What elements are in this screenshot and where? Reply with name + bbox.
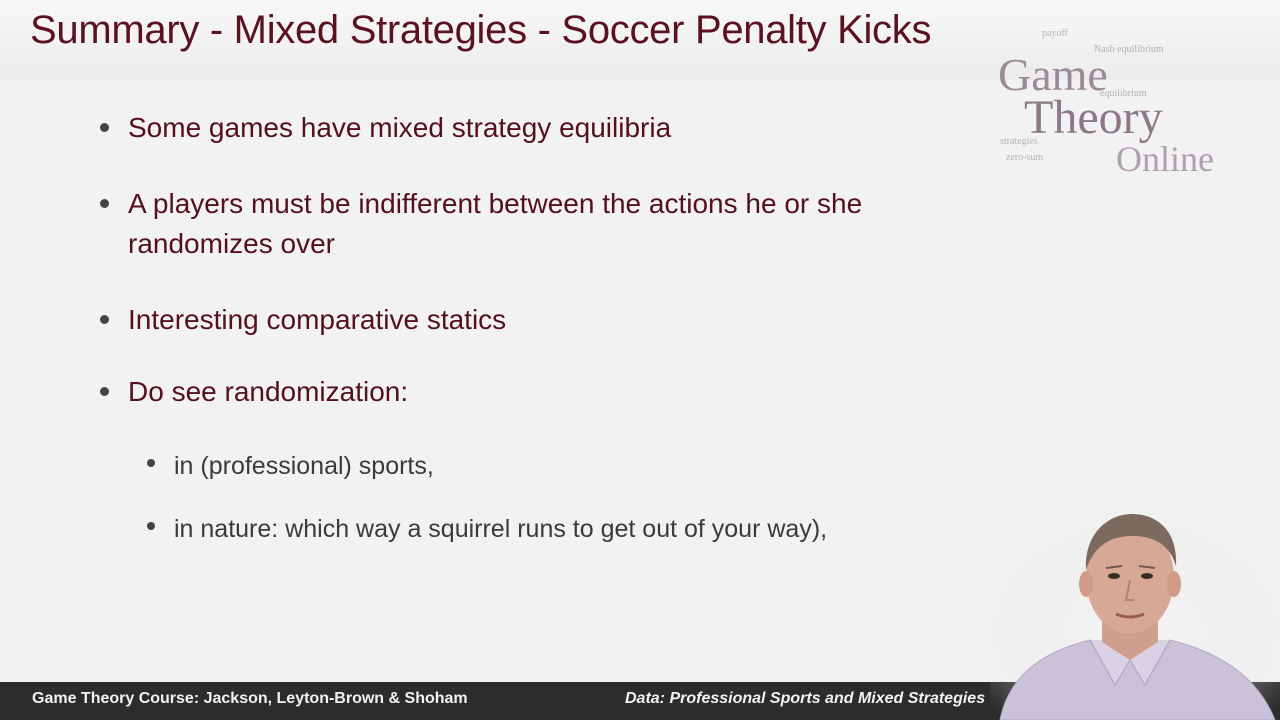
logo-cloud-word: payoff [1042, 28, 1068, 39]
slide-title: Summary - Mixed Strategies - Soccer Pena… [30, 8, 932, 52]
bullet-text: Interesting comparative statics [128, 304, 507, 335]
sub-bullet-text: in (professional) sports, [174, 452, 434, 480]
logo-cloud-word: Nash equilibrium [1094, 44, 1164, 55]
bullet-text: A players must be indifferent between th… [128, 188, 863, 259]
sub-bullet-text: in nature: which way a squirrel runs to … [174, 515, 828, 543]
logo-cloud-word: strategies [1000, 136, 1038, 147]
bullet-dot-icon [100, 123, 109, 132]
logo-word-online: Online [1116, 139, 1214, 179]
bullet-dot-icon [100, 387, 109, 396]
bullet-text: Some games have mixed strategy equilibri… [128, 112, 672, 143]
bullet-dot-icon [147, 522, 155, 530]
logo-word-theory: Theory [1024, 91, 1163, 144]
logo-word-game: Game [998, 49, 1108, 100]
footer-course-credit: Game Theory Course: Jackson, Leyton-Brow… [32, 690, 468, 707]
bullet-text: Do see randomization: [128, 376, 409, 407]
title-bar: Summary - Mixed Strategies - Soccer Pena… [0, 0, 1280, 80]
presenter-video-overlay [990, 500, 1280, 720]
logo-cloud-word: equilibrium [1100, 88, 1147, 99]
bullet-dot-icon [147, 459, 155, 467]
bullet-dot-icon [100, 199, 109, 208]
game-theory-online-logo: payoff Nash equilibrium equilibrium stra… [990, 28, 1250, 188]
logo-cloud-word: zero-sum [1006, 152, 1044, 163]
bullet-dot-icon [100, 315, 109, 324]
footer-section-title: Data: Professional Sports and Mixed Stra… [625, 690, 986, 707]
